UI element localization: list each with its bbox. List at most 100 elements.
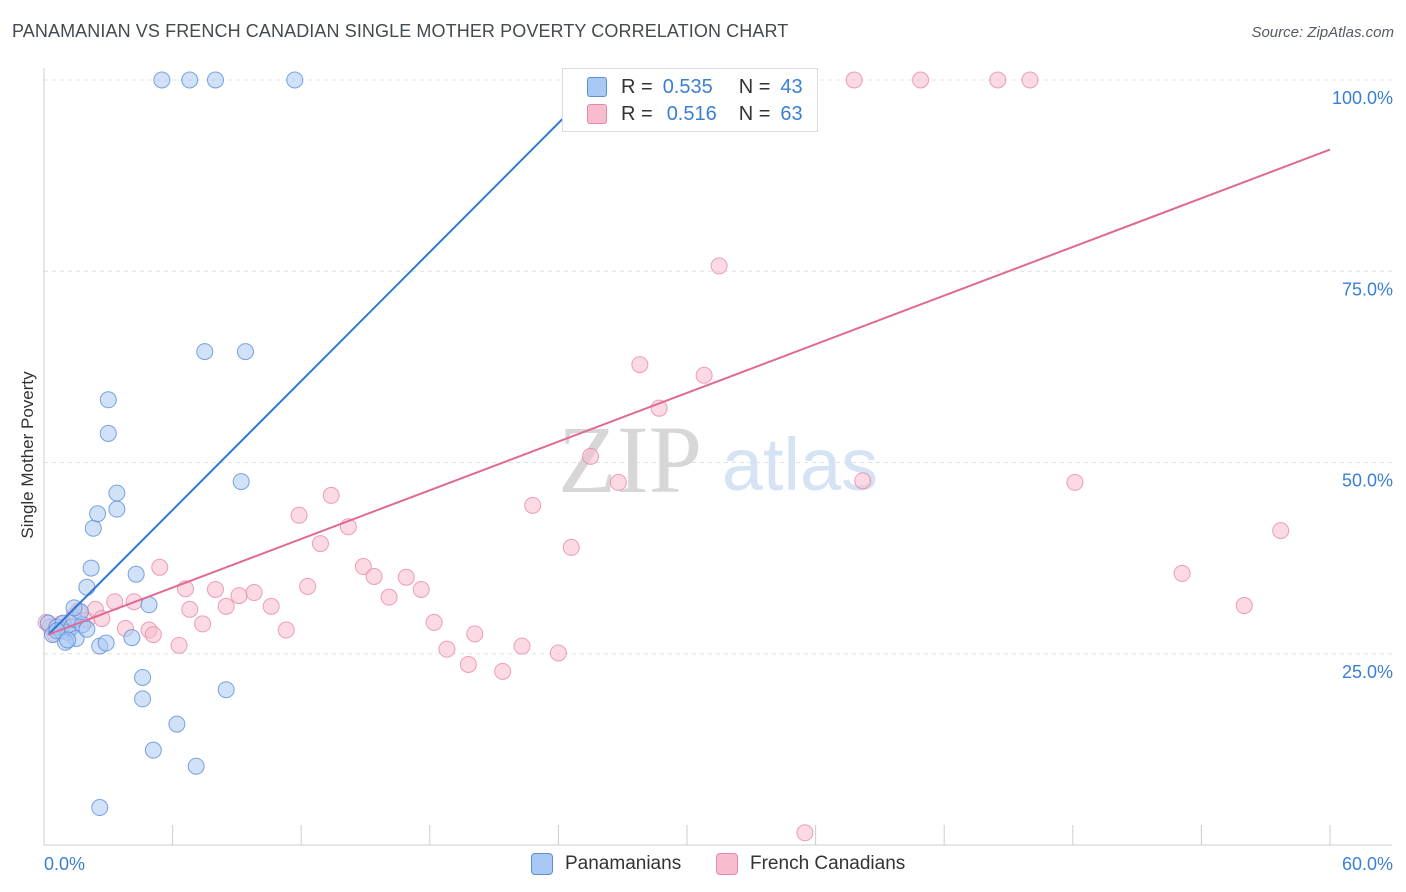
panamanians-point bbox=[99, 424, 117, 442]
french-canadians-point bbox=[380, 588, 398, 606]
french-canadians-point bbox=[1235, 597, 1253, 615]
french-canadians-point bbox=[354, 558, 372, 576]
bottom-legend-french-canadians: French Canadians bbox=[716, 852, 905, 876]
french-canadians-point bbox=[425, 613, 443, 631]
french-canadians-point bbox=[796, 824, 814, 842]
x-tick-label: 0.0% bbox=[44, 854, 85, 874]
french-canadians-point bbox=[609, 473, 627, 491]
french-canadians-point bbox=[93, 610, 111, 628]
y-axis-label: Single Mother Poverty bbox=[18, 371, 37, 539]
french-canadians-point bbox=[438, 640, 456, 658]
panamanians-swatch bbox=[587, 77, 607, 97]
french-canadians-legend-label: French Canadians bbox=[750, 853, 906, 874]
source-label: Source: ZipAtlas.com bbox=[1251, 24, 1394, 41]
panamanians-point bbox=[78, 620, 96, 638]
panamanians-legend-swatch bbox=[531, 853, 553, 875]
french-canadians-point bbox=[854, 472, 872, 490]
panamanians-point bbox=[286, 71, 304, 89]
french-canadians-point bbox=[695, 366, 713, 384]
panamanians-point bbox=[144, 741, 162, 759]
french-canadians-point bbox=[524, 496, 542, 514]
french-canadians-point bbox=[1272, 522, 1290, 540]
french-canadians-point bbox=[290, 506, 308, 524]
watermark-zip: ZIP bbox=[558, 406, 702, 513]
panamanians-point bbox=[206, 71, 224, 89]
french-canadians-point bbox=[262, 597, 280, 615]
panamanians-point bbox=[59, 631, 77, 649]
french-canadians-point bbox=[299, 577, 317, 595]
panamanians-point bbox=[108, 500, 126, 518]
french-canadians-point bbox=[631, 356, 649, 374]
panamanians-point bbox=[232, 473, 250, 491]
panamanians-point bbox=[89, 505, 107, 523]
french-canadians-point bbox=[230, 587, 248, 605]
french-canadians-point bbox=[710, 257, 728, 275]
panamanians-point bbox=[196, 343, 214, 361]
french-canadians-point bbox=[206, 580, 224, 598]
french-canadians-point bbox=[1066, 473, 1084, 491]
french-canadians-point bbox=[912, 71, 930, 89]
french-canadians-point bbox=[217, 597, 235, 615]
trend-lines bbox=[47, 92, 1331, 636]
legend-n-value: 63 bbox=[780, 102, 803, 125]
correlation-legend: R = 0.535 N = 43 R = 0.516 N = 63 bbox=[562, 68, 818, 132]
french-canadians-point bbox=[194, 615, 212, 633]
legend-r-label: R = bbox=[621, 75, 653, 98]
french-canadians-swatch bbox=[587, 104, 607, 124]
panamanians-point bbox=[82, 559, 100, 577]
y-tick-label: 50.0% bbox=[1342, 471, 1393, 491]
french-canadians-point bbox=[494, 662, 512, 680]
french-canadians-point bbox=[1173, 564, 1191, 582]
french-canadians-point bbox=[151, 558, 169, 576]
legend-r-label: R = bbox=[621, 102, 653, 125]
x-tick-label: 60.0% bbox=[1342, 854, 1393, 874]
french-canadians-point bbox=[562, 538, 580, 556]
panamanians-point bbox=[134, 668, 152, 686]
chart-title: PANAMANIAN VS FRENCH CANADIAN SINGLE MOT… bbox=[12, 21, 789, 41]
panamanians-point bbox=[99, 391, 117, 409]
panamanians-points bbox=[39, 71, 304, 817]
french-canadians-point bbox=[245, 584, 263, 602]
french-canadians-point bbox=[513, 637, 531, 655]
french-canadians-point bbox=[365, 567, 383, 585]
y-tick-label: 75.0% bbox=[1342, 279, 1393, 299]
panamanians-point bbox=[153, 71, 171, 89]
panamanians-point bbox=[91, 799, 109, 817]
french-canadians-point bbox=[181, 600, 199, 618]
grid-lines bbox=[44, 79, 1392, 655]
panamanians-point bbox=[108, 484, 126, 502]
panamanians-point bbox=[187, 757, 205, 775]
french-canadians-point bbox=[170, 636, 188, 654]
french-canadians-point bbox=[322, 486, 340, 504]
legend-row-french-canadians: R = 0.516 N = 63 bbox=[587, 102, 803, 126]
french-canadians-point bbox=[989, 71, 1007, 89]
french-canadians-trend-line bbox=[47, 148, 1331, 636]
panamanians-legend-label: Panamanians bbox=[565, 853, 682, 874]
legend-r-value: 0.516 bbox=[666, 102, 717, 125]
french-canadians-point bbox=[1021, 71, 1039, 89]
y-tick-label: 100.0% bbox=[1332, 88, 1393, 108]
french-canadians-point bbox=[459, 655, 477, 673]
panamanians-point bbox=[181, 71, 199, 89]
tick-labels: 25.0% 50.0% 75.0% 100.0% 0.0% 60.0% bbox=[44, 88, 1393, 874]
french-canadians-point bbox=[466, 625, 484, 643]
panamanians-trend-line bbox=[47, 92, 590, 636]
panamanians-point bbox=[236, 343, 254, 361]
panamanians-point bbox=[84, 519, 102, 537]
panamanians-point bbox=[123, 629, 141, 647]
panamanians-point bbox=[134, 690, 152, 708]
watermark-atlas: atlas bbox=[722, 423, 878, 506]
french-canadians-point bbox=[412, 580, 430, 598]
panamanians-point bbox=[78, 578, 96, 596]
y-tick-label: 25.0% bbox=[1342, 662, 1393, 682]
french-canadians-point bbox=[397, 568, 415, 586]
french-canadians-point bbox=[582, 447, 600, 465]
french-canadians-point bbox=[845, 71, 863, 89]
panamanians-point bbox=[217, 681, 235, 699]
watermark: ZIP atlas bbox=[558, 406, 878, 513]
french-canadians-point bbox=[549, 644, 567, 662]
french-canadians-point bbox=[277, 621, 295, 639]
panamanians-point bbox=[168, 715, 186, 733]
legend-row-panamanians: R = 0.535 N = 43 bbox=[587, 75, 803, 99]
